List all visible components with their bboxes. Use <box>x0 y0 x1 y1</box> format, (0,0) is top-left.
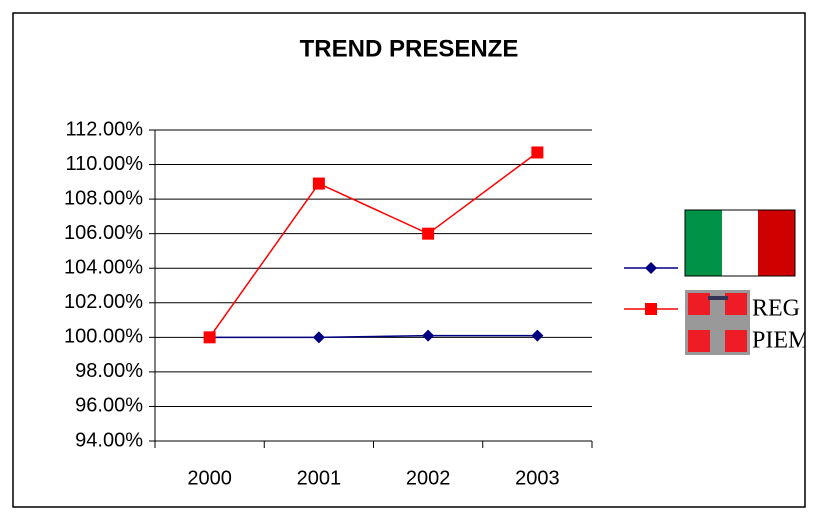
logo-crown <box>708 296 728 300</box>
logo-text: REG <box>752 296 800 322</box>
chart-title: TREND PRESENZE <box>300 35 519 62</box>
line <box>209 151 538 338</box>
point <box>422 329 435 342</box>
logo-square <box>725 330 747 352</box>
y-tick-label: 96.00% <box>75 395 143 417</box>
y-tick-label: 98.00% <box>75 360 143 382</box>
logo-square <box>688 330 710 352</box>
point <box>203 331 216 344</box>
logo-square <box>725 293 747 315</box>
legend: REG PIEM <box>684 209 809 355</box>
flag-white <box>722 210 758 276</box>
y-tick-label: 110.00% <box>66 153 144 175</box>
chart-border <box>12 12 806 508</box>
point <box>531 146 544 159</box>
point <box>531 329 544 342</box>
point <box>312 331 325 344</box>
point <box>422 227 435 240</box>
y-tick-label: 106.00% <box>64 222 143 244</box>
y-tick-label: 108.00% <box>64 187 143 209</box>
flag-green <box>685 210 722 276</box>
y-tick-label: 94.00% <box>75 429 143 451</box>
logo-square <box>688 293 710 315</box>
x-tick-label: 2002 <box>406 467 451 489</box>
y-tick-label: 102.00% <box>64 291 143 313</box>
x-tick-label: 2001 <box>297 467 342 489</box>
flag-border <box>684 209 796 277</box>
legend-marker <box>645 303 657 315</box>
x-tick-label: 2000 <box>187 467 232 489</box>
x-tick-label: 2003 <box>515 467 560 489</box>
y-tick-label: 104.00% <box>64 257 143 279</box>
logo-text: PIEM <box>752 328 809 354</box>
flag-red <box>758 210 795 276</box>
point <box>312 177 325 190</box>
y-tick-label: 100.00% <box>64 326 143 348</box>
line <box>209 334 538 339</box>
legend-marker <box>645 262 657 274</box>
y-tick-label: 112.00% <box>66 118 144 140</box>
